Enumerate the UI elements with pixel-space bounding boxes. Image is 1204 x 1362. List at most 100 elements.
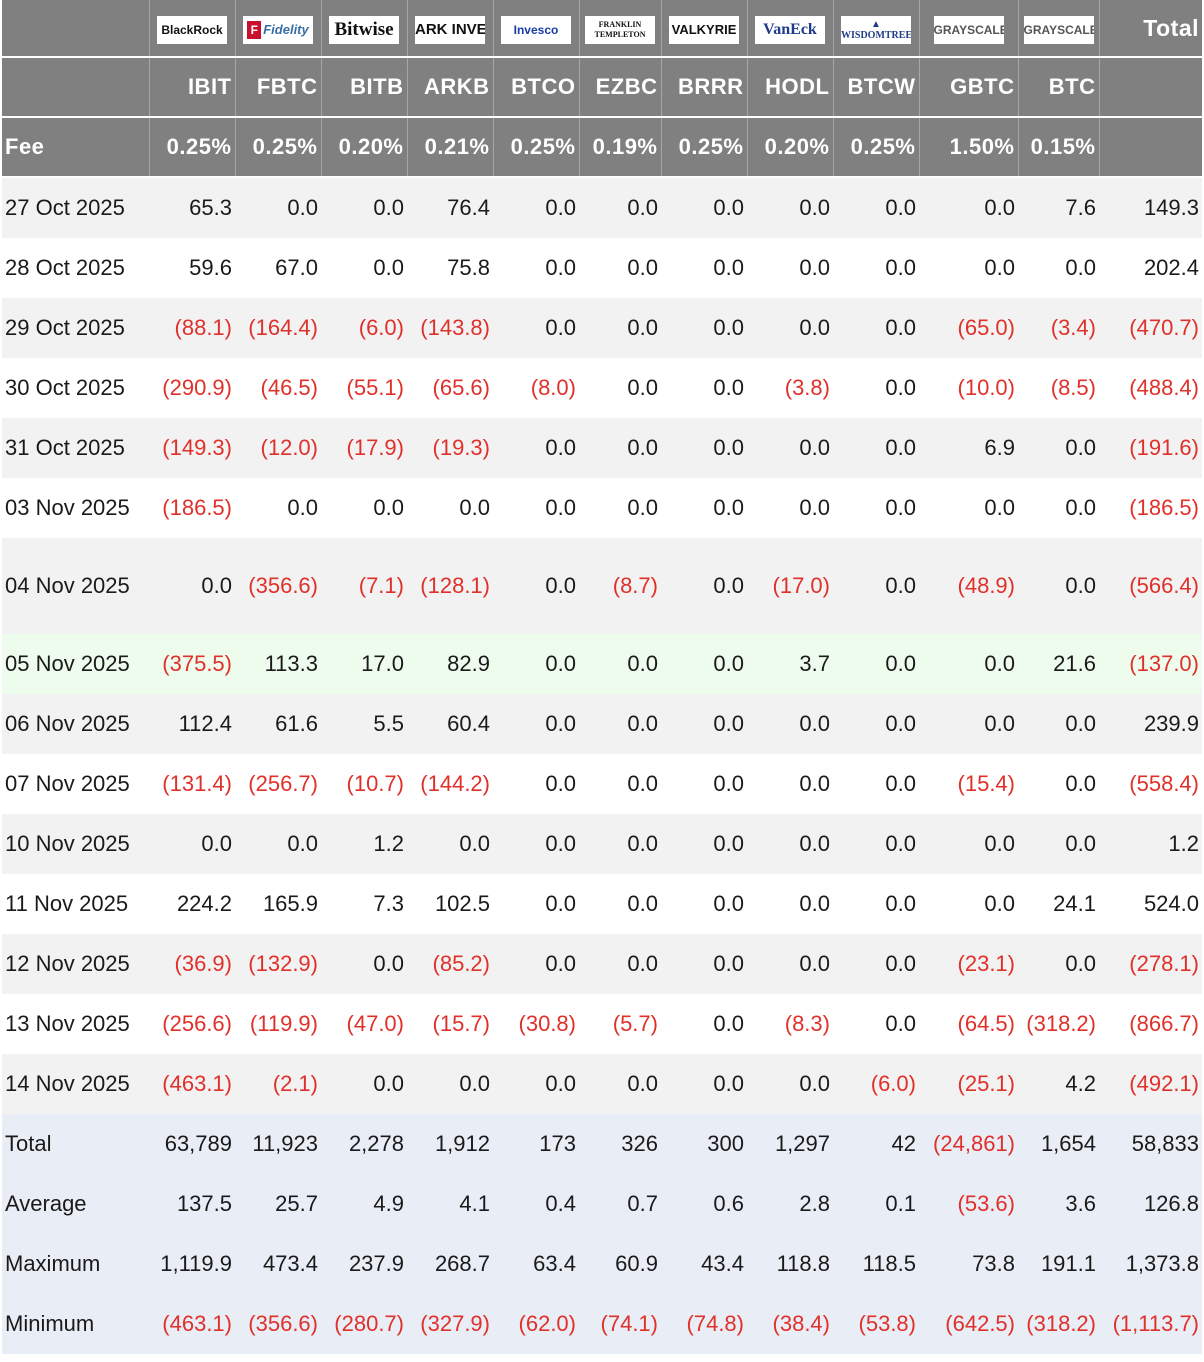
flow-cell: 0.0 (493, 754, 579, 814)
summary-label: Maximum (2, 1234, 149, 1294)
flow-cell: 21.6 (1018, 634, 1099, 694)
summary-cell: 2.8 (747, 1174, 833, 1234)
row-date: 11 Nov 2025 (2, 874, 149, 934)
flow-cell: 165.9 (235, 874, 321, 934)
flow-cell: 82.9 (407, 634, 493, 694)
flow-cell: 0.0 (833, 694, 919, 754)
flow-cell: (3.4) (1018, 298, 1099, 358)
flow-cell: 0.0 (493, 418, 579, 478)
summary-cell: (463.1) (149, 1294, 235, 1354)
flow-cell: (88.1) (149, 298, 235, 358)
flow-cell: 0.0 (493, 538, 579, 634)
flow-cell: 0.0 (661, 814, 747, 874)
row-total-cell: (566.4) (1099, 538, 1202, 634)
flow-cell: 0.0 (919, 874, 1018, 934)
flow-cell: 0.0 (493, 177, 579, 238)
summary-cell: 0.7 (579, 1174, 661, 1234)
flow-cell: 0.0 (1018, 814, 1099, 874)
flow-cell: 0.0 (661, 634, 747, 694)
flow-cell: 0.0 (579, 754, 661, 814)
flow-cell: 59.6 (149, 238, 235, 298)
flow-cell: (19.3) (407, 418, 493, 478)
flow-cell: 0.0 (833, 934, 919, 994)
flow-cell: (2.1) (235, 1054, 321, 1114)
summary-cell: 173 (493, 1114, 579, 1174)
flow-cell: 3.7 (747, 634, 833, 694)
row-total-cell: (278.1) (1099, 934, 1202, 994)
table-row: 11 Nov 2025 224.2 165.9 7.3 102.5 0.0 0.0 0.0 0.… (2, 874, 1202, 934)
ticker-brrr: BRRR (661, 57, 748, 118)
flow-cell: 0.0 (493, 298, 579, 358)
summary-cell: (280.7) (321, 1294, 407, 1354)
summary-cell: 118.8 (747, 1234, 833, 1294)
flow-cell: 0.0 (747, 418, 833, 478)
flow-cell: 113.3 (235, 634, 321, 694)
flow-cell: (256.7) (235, 754, 321, 814)
franklin-templeton-logo: FRANKLIN TEMPLETON (585, 15, 655, 44)
fee-total-blank (1099, 117, 1202, 178)
flow-cell: 0.0 (661, 694, 747, 754)
grayscale-logo-btc: GRAYSCALE (1023, 15, 1094, 44)
summary-cell: 268.7 (407, 1234, 493, 1294)
flow-cell: 0.0 (747, 478, 833, 538)
flow-cell: 0.0 (1018, 754, 1099, 814)
summary-cell: 1,912 (407, 1114, 493, 1174)
summary-cell: 473.4 (235, 1234, 321, 1294)
flow-cell: (7.1) (321, 538, 407, 634)
flow-cell: 6.9 (919, 418, 1018, 478)
flow-cell: 75.8 (407, 238, 493, 298)
flow-cell: (46.5) (235, 358, 321, 418)
row-date: 05 Nov 2025 (2, 634, 149, 694)
flow-cell: 0.0 (1018, 934, 1099, 994)
row-total-cell: (492.1) (1099, 1054, 1202, 1114)
flow-cell: (132.9) (235, 934, 321, 994)
fee-hodl: 0.20% (747, 117, 834, 178)
flow-cell: (47.0) (321, 994, 407, 1054)
row-total-cell: 239.9 (1099, 694, 1202, 754)
summary-cell: 3.6 (1018, 1174, 1099, 1234)
summary-cell: (62.0) (493, 1294, 579, 1354)
flow-cell: 0.0 (661, 754, 747, 814)
flow-cell: 0.0 (1018, 418, 1099, 478)
fee-btc: 0.15% (1018, 117, 1100, 178)
flow-cell: (149.3) (149, 418, 235, 478)
summary-cell: 25.7 (235, 1174, 321, 1234)
fee-brrr: 0.25% (661, 117, 748, 178)
flow-cell: 0.0 (493, 478, 579, 538)
flow-cell: 0.0 (833, 754, 919, 814)
flow-cell: (64.5) (919, 994, 1018, 1054)
summary-cell: 63,789 (149, 1114, 235, 1174)
ark-invest-logo: ARK INVEST (415, 15, 485, 44)
fee-gbtc: 1.50% (919, 117, 1019, 178)
vaneck-logo: VanEck (755, 15, 825, 44)
flow-cell: 0.0 (321, 177, 407, 238)
summary-cell: 60.9 (579, 1234, 661, 1294)
row-total-cell: (488.4) (1099, 358, 1202, 418)
summary-cell: (24,861) (919, 1114, 1018, 1174)
summary-cell: 300 (661, 1114, 747, 1174)
flow-cell: 17.0 (321, 634, 407, 694)
flow-cell: 0.0 (579, 358, 661, 418)
flow-cell: (356.6) (235, 538, 321, 634)
flow-cell: 0.0 (493, 934, 579, 994)
flow-cell: (375.5) (149, 634, 235, 694)
row-total-cell: 1.2 (1099, 814, 1202, 874)
flow-cell: 0.0 (661, 538, 747, 634)
row-date: 27 Oct 2025 (2, 177, 149, 238)
row-date: 30 Oct 2025 (2, 358, 149, 418)
summary-cell: 1,373.8 (1099, 1234, 1202, 1294)
fee-btcw: 0.25% (833, 117, 920, 178)
summary-cell: 118.5 (833, 1234, 919, 1294)
row-date: 14 Nov 2025 (2, 1054, 149, 1114)
table-row: 13 Nov 2025 (256.6) (119.9) (47.0) (15.7) (30… (2, 994, 1202, 1054)
flow-cell: 0.0 (493, 874, 579, 934)
flow-cell: 0.0 (1018, 238, 1099, 298)
flow-cell: (17.0) (747, 538, 833, 634)
wisdomtree-logo: ▲ WISDOMTREE (841, 15, 911, 44)
flow-cell: 0.0 (407, 1054, 493, 1114)
flow-cell: (85.2) (407, 934, 493, 994)
flow-cell: 0.0 (919, 478, 1018, 538)
ticker-btcw: BTCW (833, 57, 920, 118)
summary-cell: 0.6 (661, 1174, 747, 1234)
flow-cell: 0.0 (661, 298, 747, 358)
